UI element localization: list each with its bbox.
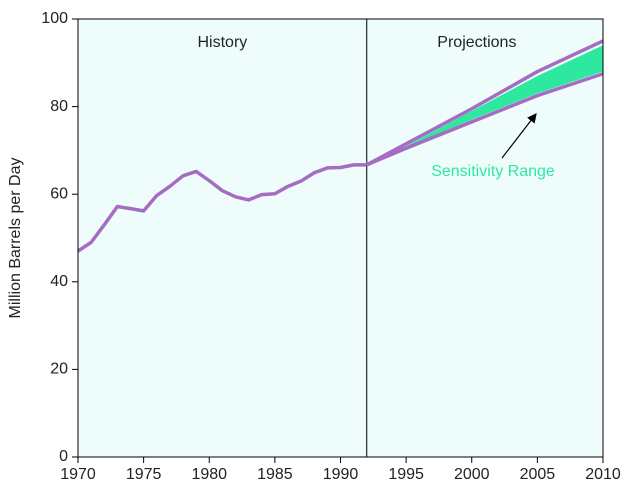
- y-tick-label: 80: [50, 98, 68, 115]
- y-tick-label: 20: [50, 361, 68, 378]
- y-axis-label: Million Barrels per Day: [7, 158, 24, 319]
- x-tick-label: 2005: [520, 466, 556, 483]
- plot-frame: [77, 18, 604, 458]
- x-tick-label: 1990: [323, 466, 359, 483]
- x-tick-label: 1995: [388, 466, 424, 483]
- x-tick-label: 1970: [60, 466, 96, 483]
- y-tick-label: 40: [50, 273, 68, 290]
- x-tick-label: 1980: [191, 466, 227, 483]
- annotation: Projections: [437, 34, 516, 51]
- line: [366, 72, 604, 167]
- line: [365, 39, 604, 167]
- arrow: [501, 113, 537, 159]
- sensitivity-band: [366, 45, 603, 165]
- x-tick-label: 1985: [257, 466, 293, 483]
- x-tick-label: 2000: [454, 466, 490, 483]
- y-tick-label: 60: [50, 185, 68, 202]
- x-tick-label: 1975: [126, 466, 162, 483]
- x-tick-label: 2010: [585, 466, 621, 483]
- annotation: History: [197, 34, 247, 51]
- y-tick-label: 0: [59, 448, 68, 465]
- annotation: Sensitivity Range: [431, 163, 555, 180]
- y-tick-label: 100: [41, 10, 68, 27]
- line: [77, 163, 367, 253]
